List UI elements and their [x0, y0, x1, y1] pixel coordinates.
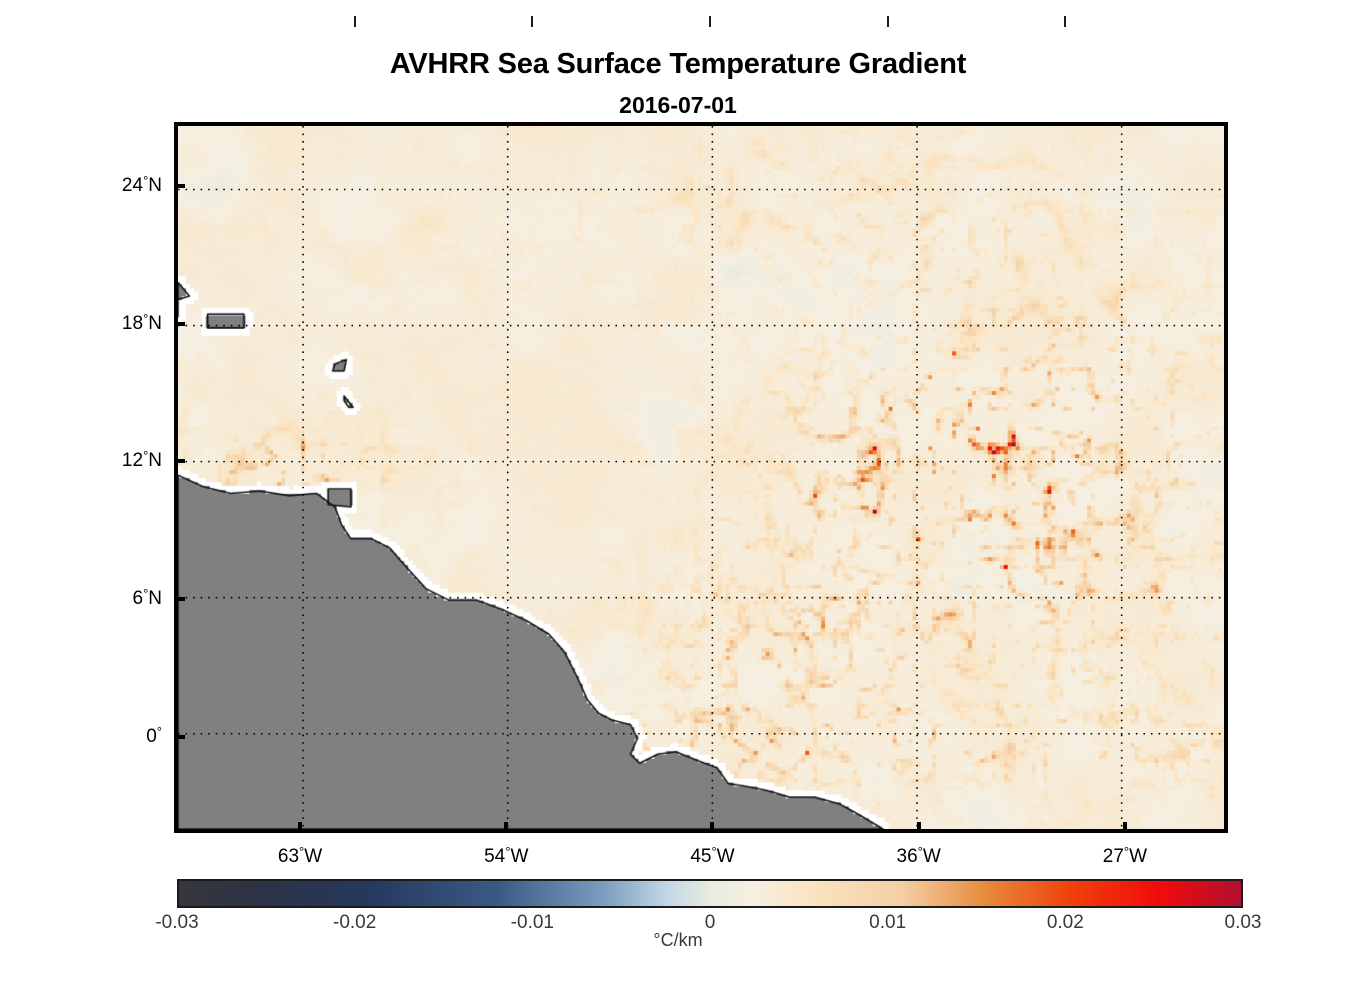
x-axis-tick-mark [298, 822, 303, 833]
sst-gradient-heatmap [178, 126, 1224, 829]
colorbar-tick-mark [531, 16, 534, 27]
colorbar-tick-label: 0.02 [1046, 912, 1084, 933]
y-axis-tick-mark [174, 597, 185, 602]
x-axis-tick-mark [916, 822, 921, 833]
colorbar-tick-label: 0.03 [1224, 912, 1262, 933]
colorbar-tick-label: 0 [704, 912, 716, 933]
colorbar-tick-mark [886, 16, 889, 27]
y-axis-tick-label: 24°N [121, 173, 162, 197]
colorbar-tick-label: 0.01 [869, 912, 907, 933]
x-axis-tick-label: 45°W [690, 844, 735, 867]
y-axis-tick-mark [174, 459, 185, 464]
colorbar-tick-mark [353, 16, 356, 27]
colorbar-tick-label: -0.01 [510, 912, 554, 933]
colorbar-tick-label: -0.03 [155, 912, 199, 933]
y-axis-tick-label: 12°N [121, 448, 162, 472]
colorbar [177, 879, 1243, 908]
colorbar-tick-mark [1064, 16, 1067, 27]
y-axis-tick-mark [174, 321, 185, 326]
colorbar-gradient [177, 879, 1243, 908]
x-axis-tick-mark [710, 822, 715, 833]
map-axes [174, 122, 1228, 833]
y-axis-tick-label: 18°N [121, 310, 162, 334]
page-subtitle: 2016-07-01 [619, 92, 737, 118]
x-axis-tick-mark [504, 822, 509, 833]
colorbar-tick-label: -0.02 [333, 912, 377, 933]
x-axis-tick-label: 63°W [277, 844, 323, 867]
x-axis-tick-label: 36°W [896, 844, 941, 867]
colorbar-tick-mark [709, 16, 711, 27]
x-axis-tick-label: 54°W [484, 844, 529, 867]
y-axis-tick-mark [174, 734, 185, 739]
page-title: AVHRR Sea Surface Temperature Gradient [389, 48, 967, 80]
y-axis-tick-mark [174, 184, 185, 189]
x-axis-tick-mark [1122, 822, 1127, 833]
colorbar-unit-label: °C/km [653, 930, 703, 950]
x-axis-tick-label: 27°W [1102, 844, 1148, 867]
y-axis-tick-label: 0° [146, 723, 162, 747]
y-axis-tick-label: 6°N [132, 586, 162, 610]
